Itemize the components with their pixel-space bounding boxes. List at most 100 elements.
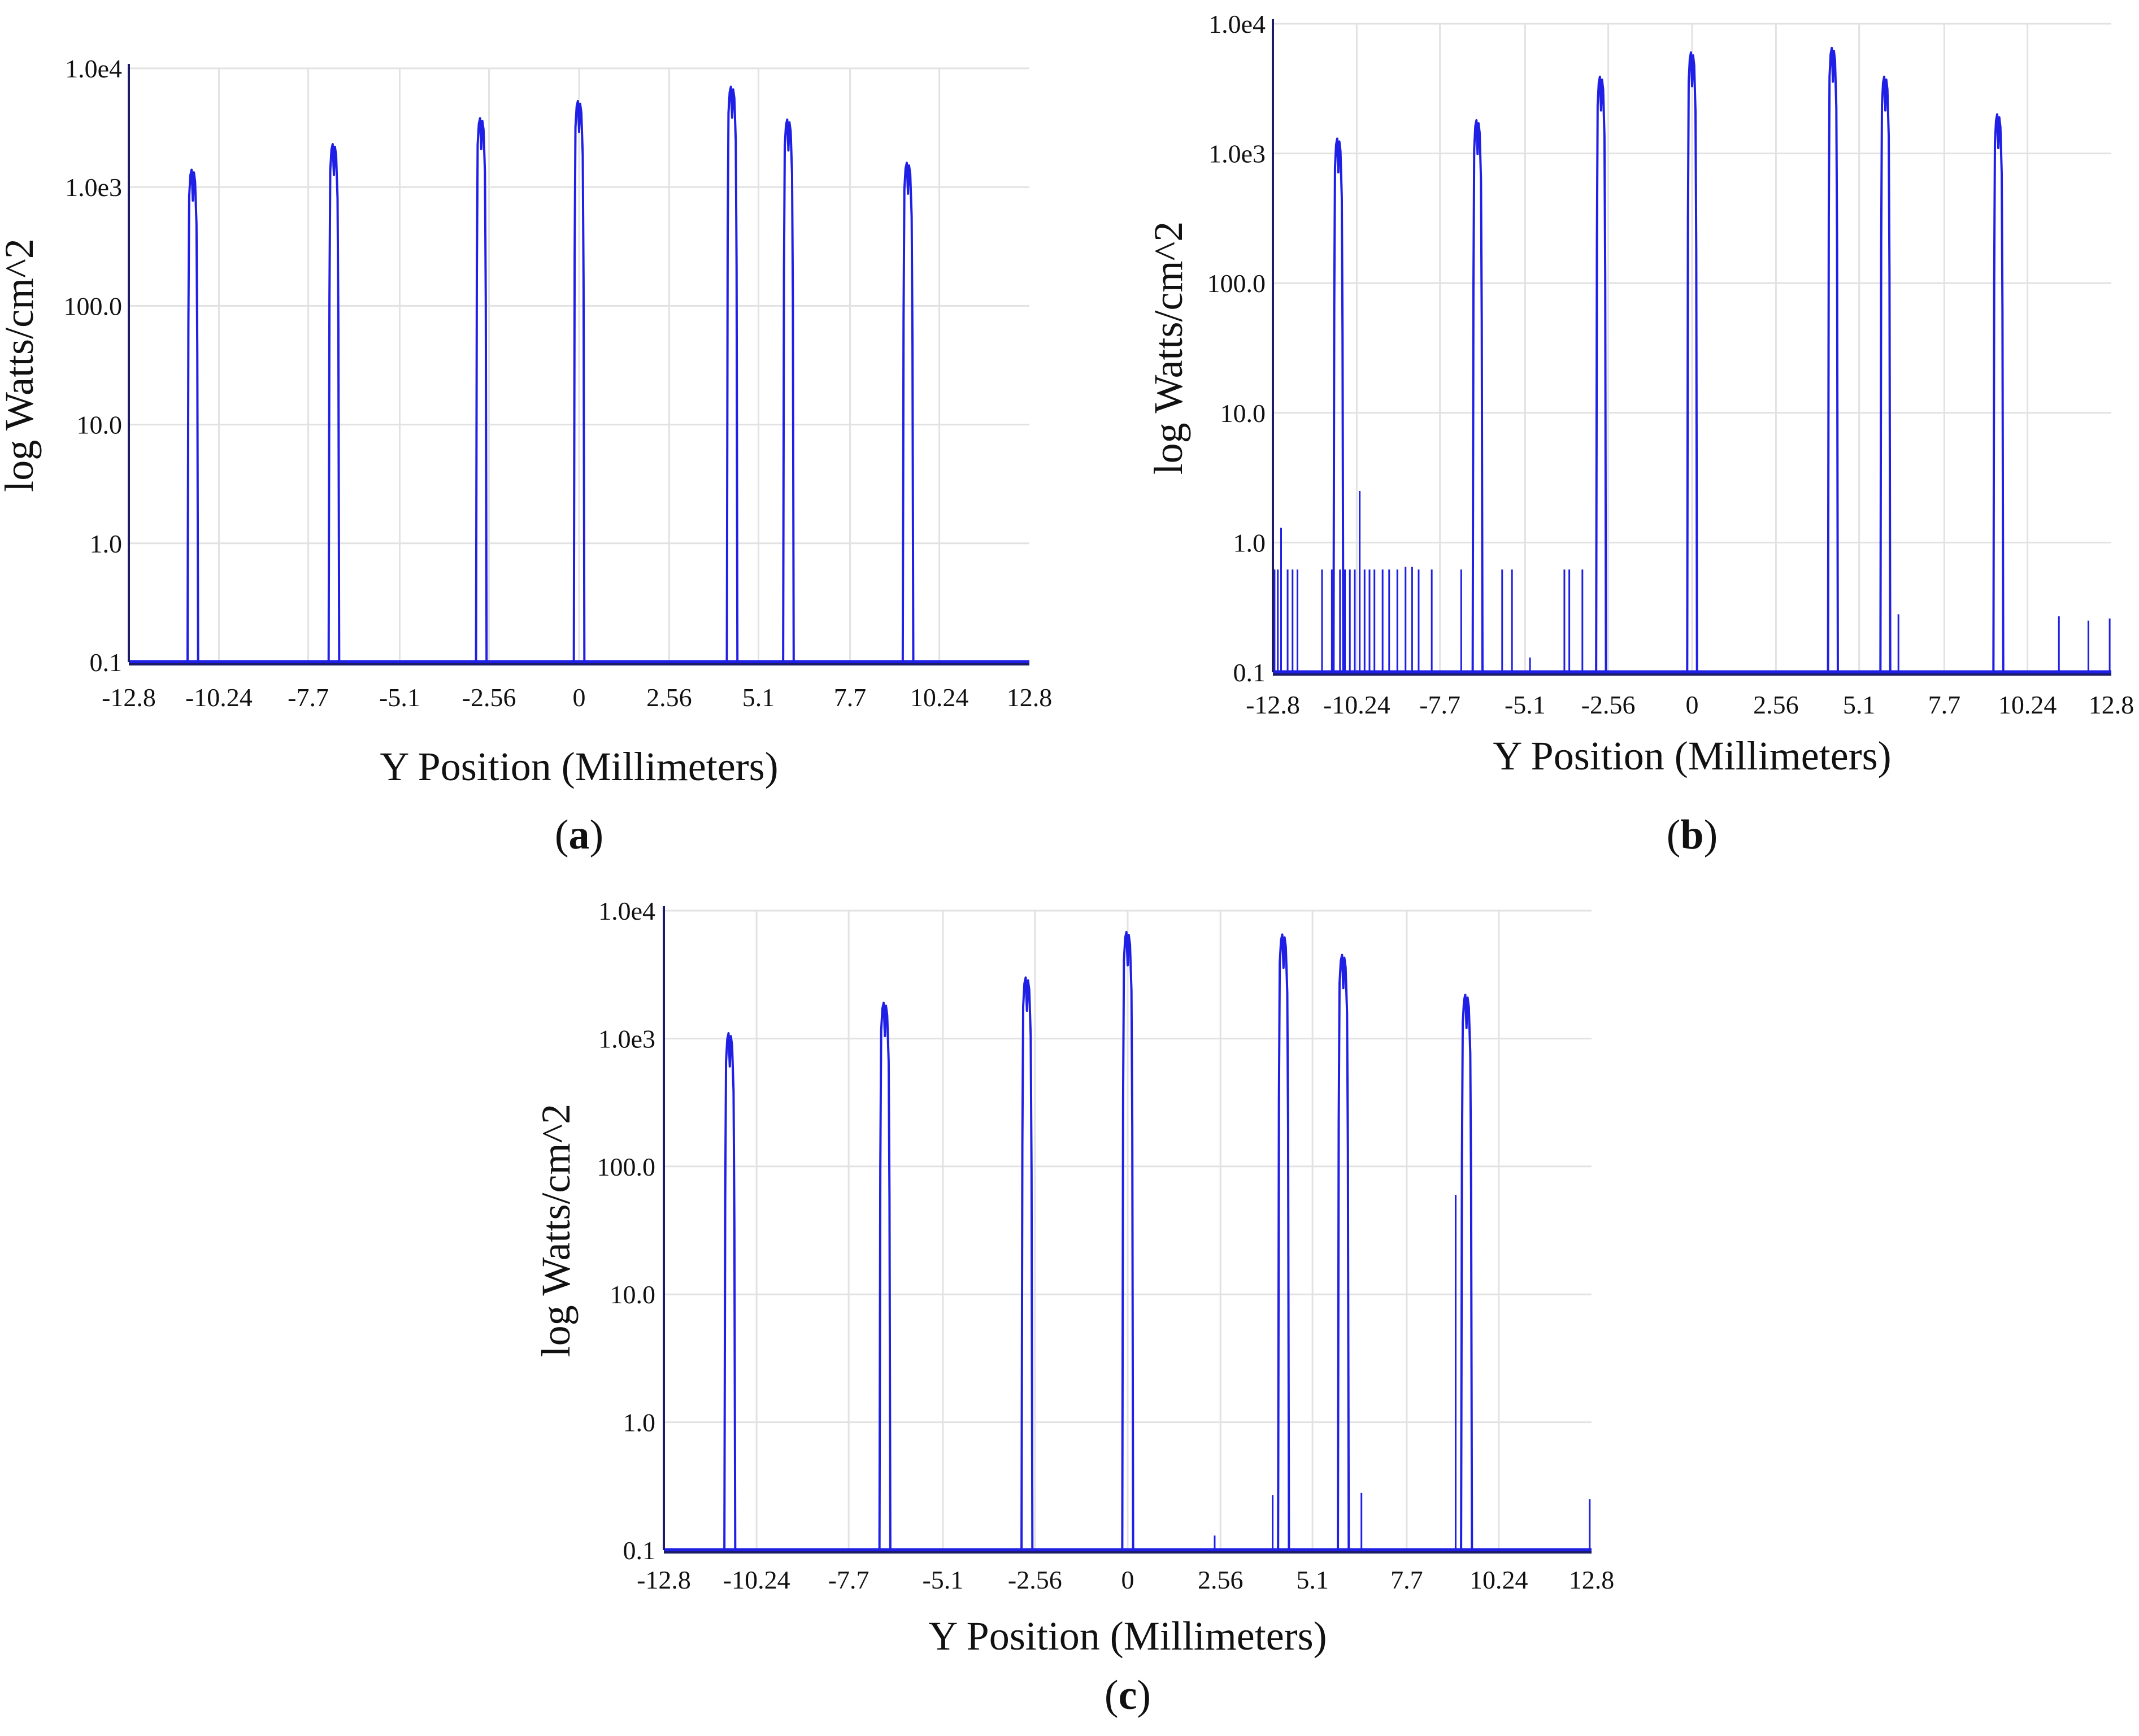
y-tick-label: 10.0 [610, 1280, 656, 1309]
panel-letter-b: b [1680, 812, 1703, 858]
x-tick-label: -10.24 [1323, 690, 1390, 719]
x-tick-label: 0 [1121, 1565, 1134, 1594]
peak [1992, 113, 2005, 673]
x-tick-label: -12.8 [102, 683, 156, 712]
x-tick-label: 5.1 [1296, 1565, 1329, 1594]
y-tick-label: 10.0 [1220, 399, 1266, 428]
y-tick-label: 1.0 [90, 529, 123, 558]
peak [1471, 119, 1484, 673]
peak [1460, 993, 1473, 1551]
peak [723, 1032, 737, 1551]
peak [186, 168, 199, 663]
grid-b [1273, 23, 2111, 672]
y-tick-label: 100.0 [1207, 269, 1266, 298]
y-tick-label: 1.0 [623, 1408, 656, 1437]
peak [327, 143, 341, 663]
peak [1595, 75, 1607, 673]
ytick-labels-c: 0.1 1.0 10.0 100.0 1.0e3 1.0e4 [597, 897, 656, 1565]
panel-label-b: (b) [1667, 812, 1718, 858]
grid-c [664, 910, 1592, 1550]
peak [1020, 976, 1034, 1551]
x-tick-label: 2.56 [646, 683, 692, 712]
series-b [1273, 46, 2111, 675]
y-tick-label: 100.0 [64, 291, 123, 320]
y-tick-label: 100.0 [597, 1152, 656, 1181]
peak [572, 99, 586, 663]
peak [878, 1002, 892, 1551]
x-tick-label: 12.8 [2089, 690, 2134, 719]
x-tick-label: 12.8 [1007, 683, 1053, 712]
panel-a: 0.1 1.0 10.0 100.0 1.0e3 1.0e4 -12.8 -10.24 -7.… [0, 54, 1052, 858]
axes-c [663, 906, 1592, 1554]
xtick-labels-b: -12.8 -10.24 -7.7 -5.1 -2.56 0 2.56 5.1 7.7 10.24… [1246, 690, 2134, 719]
x-tick-label: -10.24 [723, 1565, 790, 1594]
y-tick-label: 1.0e4 [65, 54, 122, 83]
y-tick-label: 0.1 [90, 648, 123, 677]
axes-b [1272, 19, 2111, 676]
panel-c: 0.1 1.0 10.0 100.0 1.0e3 1.0e4 -12.8 -10.24 -7.… [533, 897, 1614, 1718]
y-tick-label: 1.0e3 [598, 1024, 655, 1053]
series-c [664, 930, 1592, 1552]
series-a [129, 85, 1029, 664]
xtick-labels-a: -12.8 -10.24 -7.7 -5.1 -2.56 0 2.56 5.1 7.7 10.24… [102, 683, 1052, 712]
panel-label-c: (c) [1105, 1672, 1151, 1718]
peak [1827, 46, 1839, 673]
y-tick-label: 1.0e3 [1208, 140, 1266, 168]
y-tick-label: 0.1 [1233, 658, 1266, 687]
x-tick-label: 0 [573, 683, 586, 712]
x-tick-label: -2.56 [1008, 1565, 1062, 1594]
x-tick-label: 10.24 [910, 683, 969, 712]
x-tick-label: -5.1 [1505, 690, 1546, 719]
x-axis-label-a: Y Position (Millimeters) [380, 744, 778, 789]
x-tick-label: 10.24 [1470, 1565, 1528, 1594]
x-tick-label: -12.8 [1246, 690, 1300, 719]
x-tick-label: -5.1 [922, 1565, 963, 1594]
x-axis-label-c: Y Position (Millimeters) [928, 1613, 1327, 1659]
panel-letter-a: a [569, 812, 590, 858]
x-tick-label: 0 [1686, 690, 1699, 719]
peak [1686, 51, 1698, 673]
x-tick-label: -10.24 [185, 683, 253, 712]
x-tick-label: -2.56 [1581, 690, 1636, 719]
x-tick-label: 12.8 [1569, 1565, 1615, 1594]
panel-letter-c: c [1119, 1672, 1137, 1718]
x-tick-label: 10.24 [1998, 690, 2057, 719]
x-tick-label: -2.56 [462, 683, 516, 712]
x-tick-label: 2.56 [1198, 1565, 1244, 1594]
y-axis-label-c: log Watts/cm^2 [533, 1104, 579, 1358]
peak [1879, 75, 1892, 673]
y-tick-label: 1.0 [1233, 528, 1266, 557]
x-tick-label: -7.7 [288, 683, 329, 712]
peak [782, 118, 795, 663]
grid-a [129, 67, 1029, 662]
peak [475, 117, 488, 663]
panel-b: 0.1 1.0 10.0 100.0 1.0e3 1.0e4 -12.8 -10.24 -7.… [1146, 10, 2134, 858]
xtick-labels-c: -12.8 -10.24 -7.7 -5.1 -2.56 0 2.56 5.1 7.7 10.24… [637, 1565, 1614, 1594]
peak [1337, 954, 1350, 1551]
peak [1332, 137, 1345, 673]
ytick-labels-b: 0.1 1.0 10.0 100.0 1.0e3 1.0e4 [1207, 10, 1266, 687]
x-tick-label: 5.1 [1843, 690, 1876, 719]
y-tick-label: 1.0e3 [65, 173, 122, 202]
panel-label-a: (a) [555, 812, 603, 858]
x-tick-label: 2.56 [1753, 690, 1799, 719]
y-tick-label: 1.0e4 [598, 897, 655, 925]
y-tick-label: 10.0 [77, 411, 123, 440]
x-axis-label-b: Y Position (Millimeters) [1493, 733, 1891, 778]
peak [1121, 930, 1134, 1551]
y-axis-label-a: log Watts/cm^2 [0, 238, 42, 492]
peak [1277, 933, 1290, 1551]
x-tick-label: -12.8 [637, 1565, 691, 1594]
x-tick-label: 5.1 [742, 683, 775, 712]
x-tick-label: 7.7 [834, 683, 867, 712]
ytick-labels-a: 0.1 1.0 10.0 100.0 1.0e3 1.0e4 [64, 54, 123, 677]
x-tick-label: -7.7 [828, 1565, 869, 1594]
peak [901, 162, 915, 663]
x-tick-label: 7.7 [1928, 690, 1961, 719]
x-tick-label: 7.7 [1390, 1565, 1423, 1594]
axes-a [128, 64, 1029, 665]
y-tick-label: 1.0e4 [1208, 10, 1266, 38]
y-axis-label-b: log Watts/cm^2 [1146, 221, 1191, 475]
y-tick-label: 0.1 [623, 1536, 656, 1565]
